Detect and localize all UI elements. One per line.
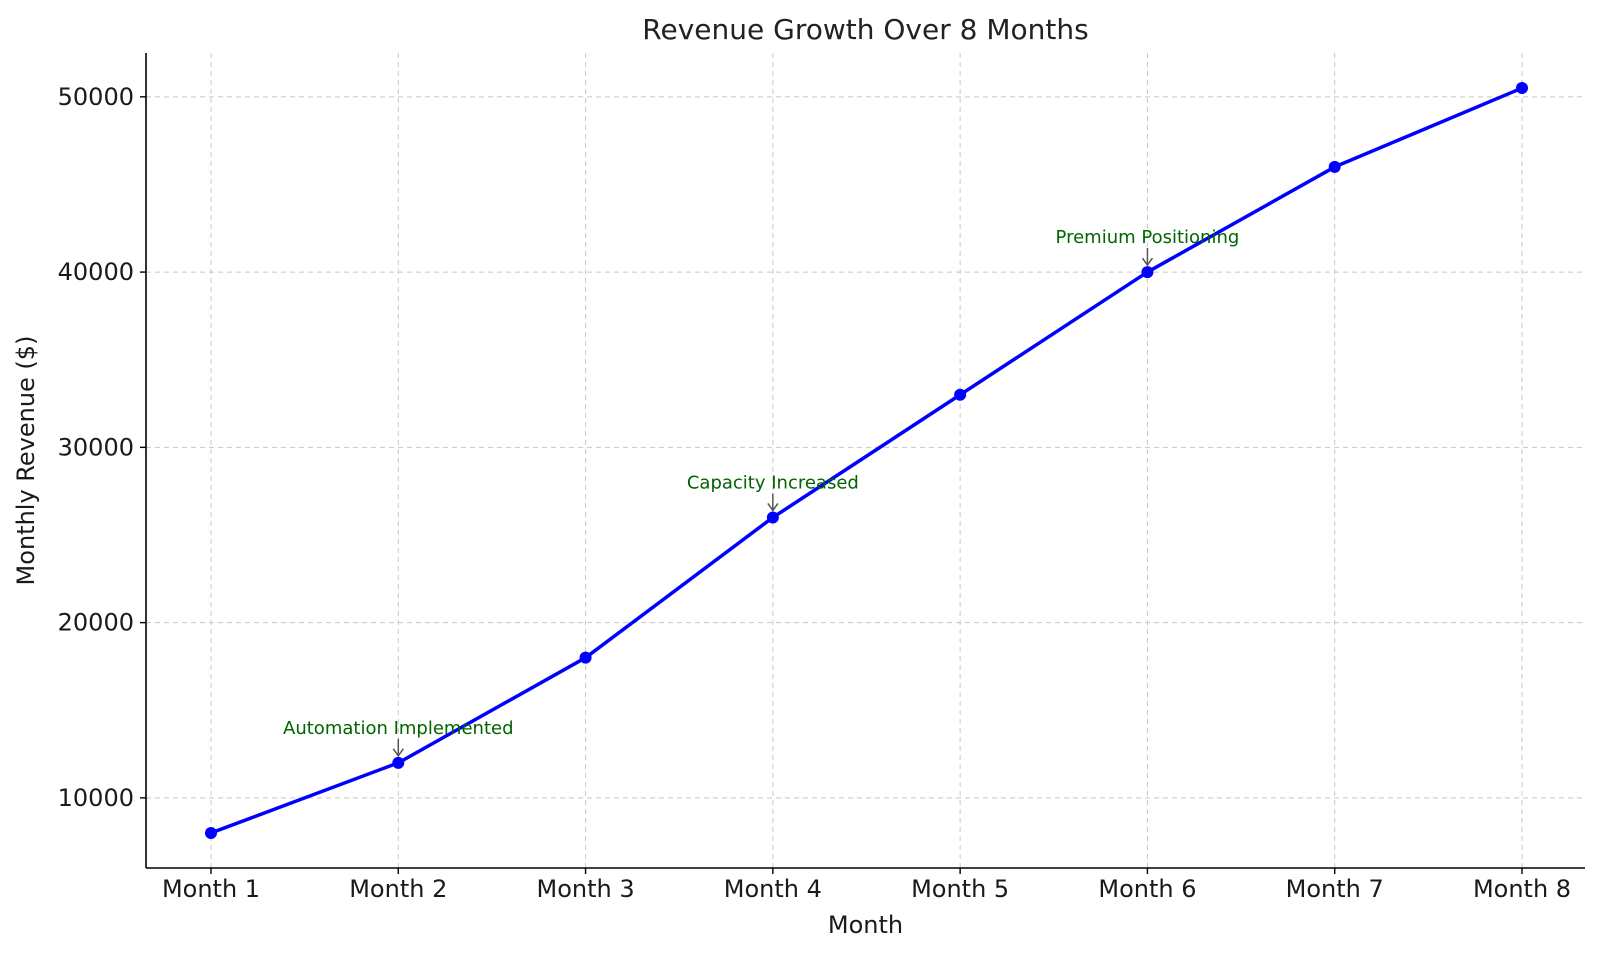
chart-title: Revenue Growth Over 8 Months: [642, 13, 1088, 46]
y-tick-label: 40000: [58, 258, 134, 286]
data-point: [954, 388, 967, 401]
y-axis-label: Monthly Revenue ($): [12, 336, 40, 586]
x-tick-label: Month 8: [1473, 875, 1571, 903]
annotation-label: Automation Implemented: [283, 718, 513, 739]
x-tick-label: Month 7: [1286, 875, 1384, 903]
data-point: [392, 756, 405, 769]
series-line: [209, 86, 1524, 835]
y-ticks: 10000 20000 30000 40000 50000: [58, 83, 146, 812]
series: [205, 82, 1528, 839]
data-point: [1328, 160, 1341, 173]
x-tick-label: Month 4: [724, 875, 822, 903]
axes: [145, 53, 1585, 869]
annotation-arrowhead: [392, 748, 404, 758]
y-tick-label: 30000: [58, 433, 134, 461]
annotation-arrowhead: [1141, 257, 1154, 267]
data-point: [205, 826, 217, 839]
x-tick-label: Month 6: [1098, 875, 1196, 903]
x-ticks: Month 1 Month 2 Month 3 Month 4 Month 5 Month…: [162, 868, 1571, 903]
data-point: [579, 651, 592, 664]
y-tick-label: 10000: [58, 784, 134, 812]
annotation-label: Capacity Increased: [687, 472, 859, 493]
x-axis-label: Month: [828, 911, 903, 939]
annotations: Automation Implemented Capacity Increased…: [283, 227, 1240, 758]
data-point: [1516, 82, 1528, 95]
x-tick-label: Month 5: [911, 875, 1009, 903]
annotation-arrowhead: [767, 503, 779, 512]
annotation-label: Premium Positioning: [1056, 227, 1240, 248]
x-tick-label: Month 2: [349, 875, 447, 903]
x-tick-label: Month 3: [537, 875, 635, 903]
x-tick-label: Month 1: [162, 875, 260, 903]
grid: [146, 53, 1585, 868]
data-point: [766, 511, 779, 524]
y-tick-label: 20000: [58, 609, 134, 637]
data-point: [1141, 266, 1154, 279]
y-tick-label: 50000: [58, 83, 134, 111]
